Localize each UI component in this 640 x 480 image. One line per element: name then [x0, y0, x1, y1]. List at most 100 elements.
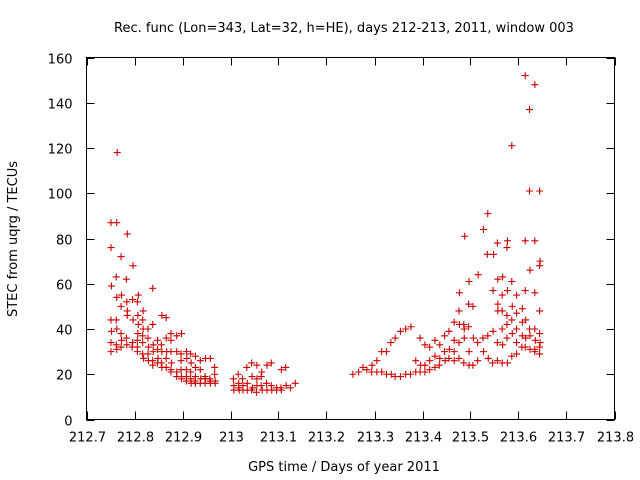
data-point — [113, 149, 121, 157]
data-point — [117, 330, 125, 338]
data-point — [144, 325, 152, 333]
y-tick-label: 20 — [56, 369, 73, 384]
data-point — [522, 316, 530, 324]
data-point — [484, 354, 492, 362]
data-point — [129, 262, 137, 270]
data-point — [474, 339, 482, 347]
data-point — [252, 388, 260, 396]
data-point — [282, 363, 290, 371]
data-point — [489, 359, 497, 367]
data-point — [498, 325, 506, 333]
data-point — [469, 302, 477, 310]
data-point — [149, 320, 157, 328]
data-point — [521, 237, 529, 245]
data-point — [503, 359, 511, 367]
data-point — [499, 273, 507, 281]
y-tick-label: 160 — [48, 53, 73, 68]
x-tick-label: 212.8 — [117, 431, 154, 446]
data-point — [503, 287, 511, 295]
data-point — [183, 354, 191, 362]
x-tick-label: 213.2 — [308, 431, 345, 446]
data-point — [113, 325, 121, 333]
data-point — [211, 370, 219, 378]
data-point — [243, 363, 251, 371]
data-point — [154, 345, 162, 353]
data-point — [465, 300, 473, 308]
data-point — [355, 368, 363, 376]
data-point — [503, 320, 511, 328]
data-point — [383, 348, 390, 356]
data-point — [107, 339, 115, 347]
y-tick-label: 100 — [48, 188, 73, 203]
data-point — [112, 316, 120, 324]
data-point — [118, 291, 126, 299]
data-point — [113, 219, 121, 227]
data-point — [167, 330, 175, 338]
data-point — [450, 357, 458, 365]
data-point — [123, 298, 131, 306]
data-point — [117, 343, 125, 351]
data-point — [483, 250, 491, 258]
data-point — [248, 386, 256, 394]
data-point — [196, 366, 204, 374]
data-point — [373, 357, 381, 365]
data-point — [139, 332, 147, 340]
data-point — [489, 327, 497, 335]
x-tick-label: 213.8 — [597, 431, 634, 446]
data-point — [139, 307, 147, 315]
data-point — [445, 345, 453, 353]
data-point — [349, 370, 357, 378]
x-axis-label: GPS time / Days of year 2011 — [248, 460, 440, 475]
data-point — [461, 232, 469, 240]
data-point — [431, 363, 439, 371]
data-point — [521, 287, 529, 295]
data-point — [196, 357, 204, 365]
data-point — [391, 334, 399, 342]
data-point — [536, 350, 544, 358]
data-point — [441, 348, 449, 356]
data-point — [178, 330, 186, 338]
data-point — [387, 339, 395, 347]
data-point — [474, 271, 482, 279]
data-point — [257, 373, 265, 381]
data-point — [107, 327, 115, 335]
data-point — [144, 334, 152, 342]
data-point — [536, 187, 544, 195]
data-point — [378, 368, 386, 376]
data-point — [426, 357, 434, 365]
data-point — [396, 373, 404, 381]
data-point — [412, 357, 420, 365]
data-point — [162, 314, 170, 322]
data-point — [436, 341, 444, 349]
data-point — [287, 384, 294, 392]
data-point — [206, 354, 214, 362]
data-point — [431, 336, 439, 344]
data-point — [499, 341, 507, 349]
y-tick-label: 0 — [64, 415, 72, 430]
data-point — [134, 311, 142, 319]
data-point — [144, 350, 152, 358]
data-point — [162, 363, 170, 371]
data-point — [484, 210, 492, 218]
data-point — [113, 293, 121, 301]
data-point — [531, 348, 539, 356]
data-point — [526, 332, 534, 340]
data-points — [107, 72, 544, 396]
data-point — [177, 357, 185, 365]
data-point — [513, 291, 521, 299]
data-point — [359, 363, 367, 371]
data-point — [416, 334, 424, 342]
data-point — [460, 334, 468, 342]
data-point — [182, 366, 190, 374]
data-point — [503, 334, 511, 342]
data-point — [211, 379, 219, 387]
data-point — [253, 375, 261, 383]
data-point — [167, 336, 175, 344]
data-point — [479, 225, 487, 233]
data-point — [484, 332, 492, 340]
data-point — [508, 142, 516, 150]
data-point — [536, 343, 544, 351]
data-point — [531, 289, 539, 297]
